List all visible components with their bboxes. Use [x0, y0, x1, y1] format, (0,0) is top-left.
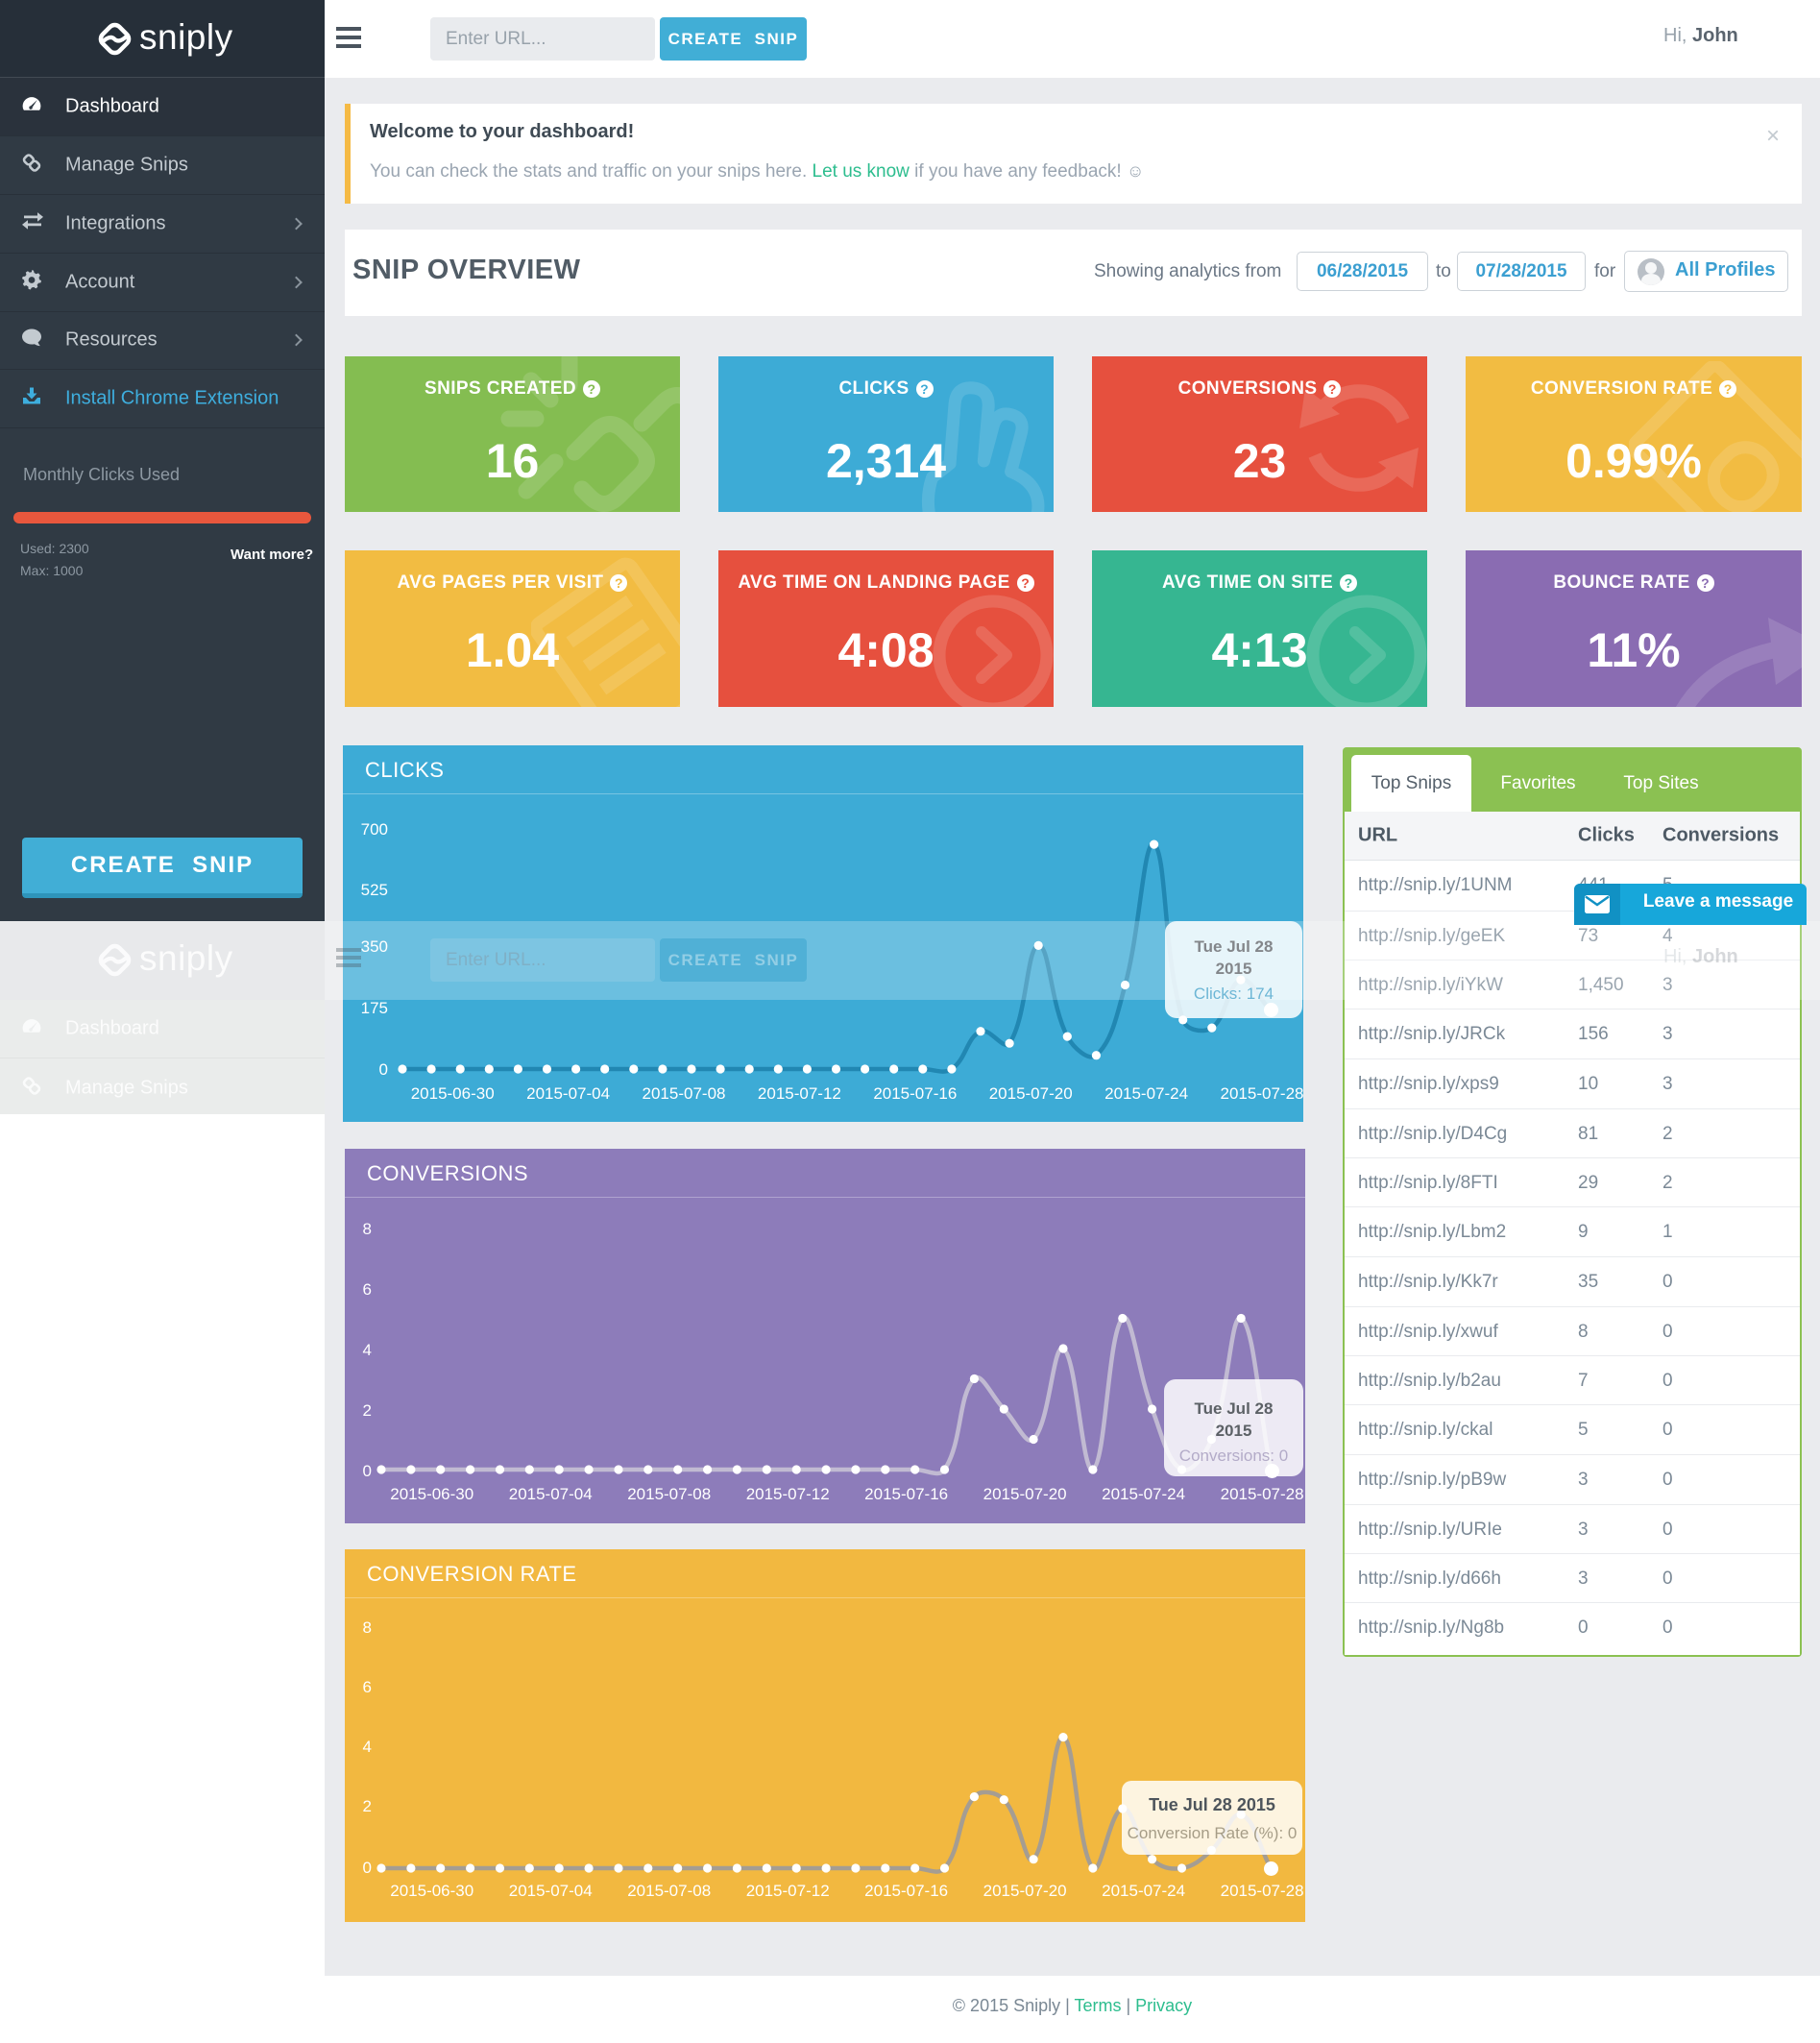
svg-text:0: 0: [363, 1462, 372, 1480]
svg-text:2015-07-08: 2015-07-08: [627, 1882, 711, 1900]
svg-text:525: 525: [361, 881, 388, 899]
svg-text:350: 350: [361, 937, 388, 956]
svg-text:2015-07-04: 2015-07-04: [509, 1485, 593, 1503]
svg-text:2015-07-04: 2015-07-04: [526, 1084, 610, 1103]
svg-text:2015-07-24: 2015-07-24: [1104, 1084, 1188, 1103]
svg-text:8: 8: [363, 1220, 372, 1238]
svg-text:2015-07-16: 2015-07-16: [864, 1485, 948, 1503]
svg-text:6: 6: [363, 1678, 372, 1696]
svg-text:2015-06-30: 2015-06-30: [411, 1084, 495, 1103]
svg-text:2015-07-08: 2015-07-08: [643, 1084, 726, 1103]
svg-text:2015-07-08: 2015-07-08: [627, 1485, 711, 1503]
svg-text:2015-07-28: 2015-07-28: [1221, 1882, 1304, 1900]
svg-text:2015-07-24: 2015-07-24: [1102, 1485, 1185, 1503]
svg-text:2015-07-20: 2015-07-20: [983, 1485, 1067, 1503]
svg-text:0: 0: [363, 1859, 372, 1877]
svg-text:2015-06-30: 2015-06-30: [390, 1882, 473, 1900]
svg-text:175: 175: [361, 999, 388, 1017]
svg-text:2015-07-28: 2015-07-28: [1221, 1084, 1303, 1103]
svg-text:2015-06-30: 2015-06-30: [390, 1485, 473, 1503]
svg-text:4: 4: [363, 1738, 372, 1756]
svg-text:8: 8: [363, 1618, 372, 1637]
svg-text:0: 0: [379, 1060, 388, 1079]
svg-text:4: 4: [363, 1341, 372, 1359]
svg-text:2015-07-28: 2015-07-28: [1221, 1485, 1304, 1503]
svg-text:2: 2: [363, 1401, 372, 1420]
svg-text:2015-07-12: 2015-07-12: [758, 1084, 841, 1103]
svg-text:2015-07-12: 2015-07-12: [746, 1485, 830, 1503]
svg-text:2015-07-12: 2015-07-12: [746, 1882, 830, 1900]
svg-text:2015-07-20: 2015-07-20: [983, 1882, 1067, 1900]
svg-text:2015-07-20: 2015-07-20: [989, 1084, 1073, 1103]
svg-text:2015-07-24: 2015-07-24: [1102, 1882, 1185, 1900]
svg-text:2015-07-16: 2015-07-16: [873, 1084, 957, 1103]
svg-text:6: 6: [363, 1280, 372, 1299]
svg-text:2: 2: [363, 1797, 372, 1815]
svg-text:700: 700: [361, 820, 388, 839]
svg-text:2015-07-04: 2015-07-04: [509, 1882, 593, 1900]
svg-text:2015-07-16: 2015-07-16: [864, 1882, 948, 1900]
